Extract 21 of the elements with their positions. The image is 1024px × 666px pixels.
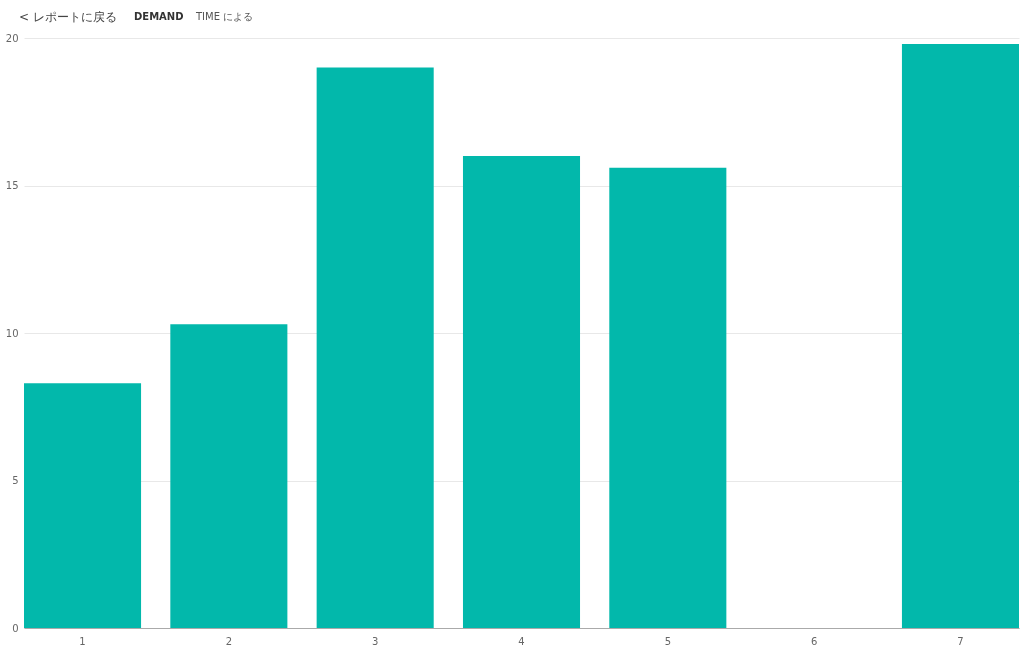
y-tick-label: 10 bbox=[5, 327, 19, 339]
y-tick-label: 0 bbox=[12, 622, 19, 634]
x-tick-label: 6 bbox=[810, 635, 818, 647]
bar bbox=[316, 67, 434, 628]
y-tick-label: 20 bbox=[5, 32, 19, 44]
chart-title: DEMAND bbox=[134, 11, 184, 22]
x-tick-label: 1 bbox=[79, 635, 86, 647]
x-tick-label: 7 bbox=[957, 635, 964, 647]
y-tick-label: 5 bbox=[12, 475, 19, 486]
x-tick-label: 4 bbox=[518, 635, 525, 647]
y-tick-label: 15 bbox=[5, 180, 19, 191]
chart-subtitle: TIME による bbox=[195, 11, 254, 22]
bar bbox=[24, 383, 142, 628]
bar bbox=[901, 43, 1019, 628]
x-tick-label: 3 bbox=[371, 635, 379, 647]
bar bbox=[609, 167, 727, 628]
bar bbox=[170, 324, 288, 628]
bar bbox=[462, 156, 581, 628]
text: < レポートに戻る bbox=[19, 10, 117, 24]
x-tick-label: 2 bbox=[225, 635, 233, 647]
x-tick-label: 5 bbox=[664, 635, 672, 647]
